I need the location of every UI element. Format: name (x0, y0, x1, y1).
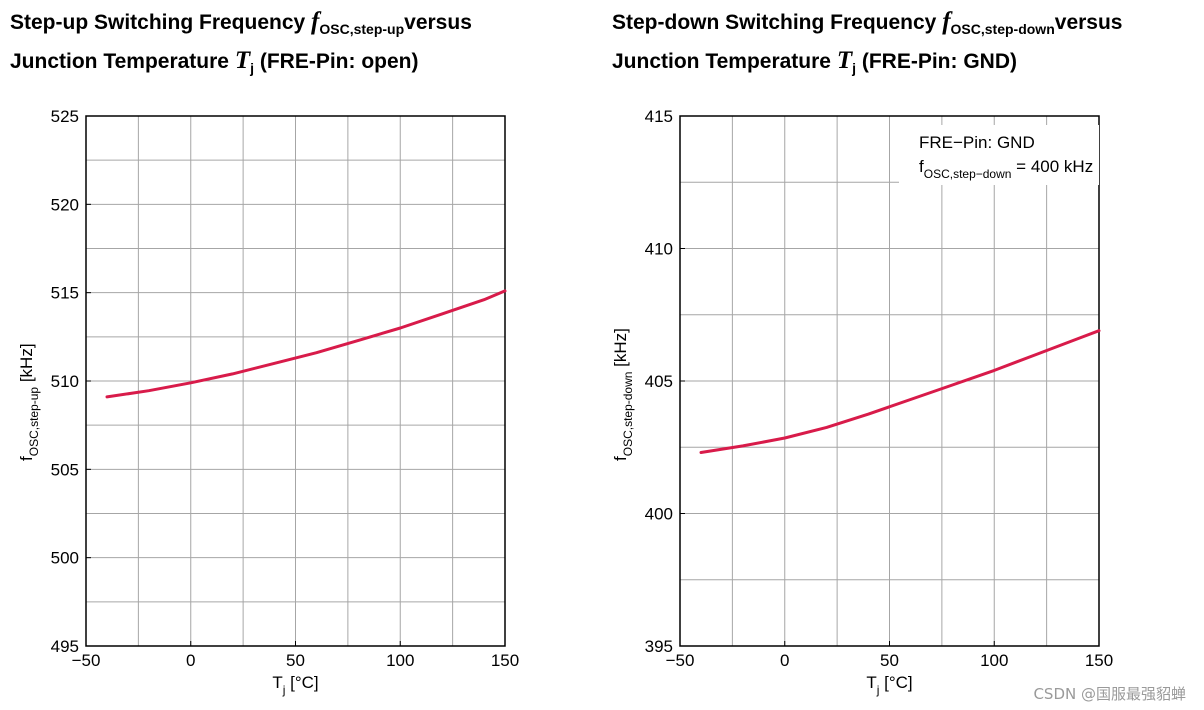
title-subscript: OSC,step-down (950, 21, 1055, 37)
y-axis-subscript: OSC,step-down (621, 372, 635, 457)
y-tick-label: 515 (51, 284, 79, 303)
y-tick-label: 520 (51, 195, 79, 214)
legend-line-2: fOSC,step−down = 400 kHz (919, 157, 1093, 181)
chart-title-step-down: Step-down Switching Frequency fOSC,step-… (612, 6, 1122, 84)
title-text: Step-up Switching Frequency (10, 11, 306, 34)
title-subscript: j (852, 60, 856, 76)
legend-line-1: FRE−Pin: GND (919, 133, 1035, 152)
title-subscript: j (250, 60, 254, 76)
title-symbol: f (942, 8, 951, 35)
title-symbol: T (234, 47, 251, 74)
x-tick-label: 150 (1085, 651, 1113, 670)
title-text: Junction Temperature (10, 50, 229, 73)
title-text: Junction Temperature (612, 50, 831, 73)
x-axis-subscript: j (282, 683, 286, 697)
series-line (699, 329, 1101, 454)
y-tick-label: 505 (51, 460, 79, 479)
chart-title-step-up: Step-up Switching Frequency fOSC,step-up… (10, 6, 472, 84)
y-tick-label: 400 (645, 505, 673, 524)
x-tick-label: 150 (491, 651, 519, 670)
x-tick-label: 100 (980, 651, 1008, 670)
y-axis-symbol: f (17, 456, 36, 461)
legend-value: = 400 kHz (1011, 157, 1093, 176)
title-text: versus (1054, 11, 1123, 34)
y-tick-label: 405 (645, 372, 673, 391)
x-axis-symbol: T (272, 673, 282, 692)
y-axis-label: fOSC,step-down [kHz] (611, 328, 635, 461)
x-tick-label: 50 (286, 651, 305, 670)
y-tick-label: 415 (645, 107, 673, 126)
x-tick-label: −50 (72, 651, 101, 670)
x-axis-symbol: T (866, 673, 876, 692)
legend-subscript: OSC,step−down (924, 167, 1012, 181)
x-axis-subscript: j (876, 683, 880, 697)
y-tick-label: 410 (645, 240, 673, 259)
series-line (105, 289, 507, 399)
x-axis-label: Tj [°C] (866, 673, 912, 697)
x-axis-unit: [°C] (879, 673, 912, 692)
title-symbol: T (836, 47, 853, 74)
legend-box (899, 125, 1099, 185)
y-tick-label: 395 (645, 637, 673, 656)
legend-symbol: f (919, 157, 924, 176)
y-tick-label: 510 (51, 372, 79, 391)
x-tick-label: 0 (186, 651, 195, 670)
y-axis-subscript: OSC,step-up (27, 387, 41, 457)
title-symbol: f (311, 8, 320, 35)
y-tick-label: 495 (51, 637, 79, 656)
x-axis-unit: [°C] (285, 673, 318, 692)
chart-step-up: −50 0 50 100 150 495 500 505 510 515 520 525 Tj [°C]… (17, 107, 519, 697)
x-tick-label: 50 (880, 651, 899, 670)
y-axis-unit: [kHz] (17, 343, 36, 386)
y-tick-label: 500 (51, 549, 79, 568)
x-tick-label: 100 (386, 651, 414, 670)
y-tick-label: 525 (51, 107, 79, 126)
title-text: versus (404, 11, 472, 34)
title-text: (FRE-Pin: GND) (861, 50, 1017, 73)
x-tick-label: −50 (666, 651, 695, 670)
title-subscript: OSC,step-up (319, 21, 405, 37)
title-text: Step-down Switching Frequency (612, 11, 937, 34)
y-axis-unit: [kHz] (611, 328, 630, 371)
y-axis-label: fOSC,step-up [kHz] (17, 343, 41, 461)
x-tick-label: 0 (780, 651, 789, 670)
title-text: (FRE-Pin: open) (259, 50, 419, 73)
y-axis-symbol: f (611, 456, 630, 461)
x-axis-label: Tj [°C] (272, 673, 318, 697)
watermark: CSDN @国服最强貂蝉 (1033, 685, 1186, 703)
